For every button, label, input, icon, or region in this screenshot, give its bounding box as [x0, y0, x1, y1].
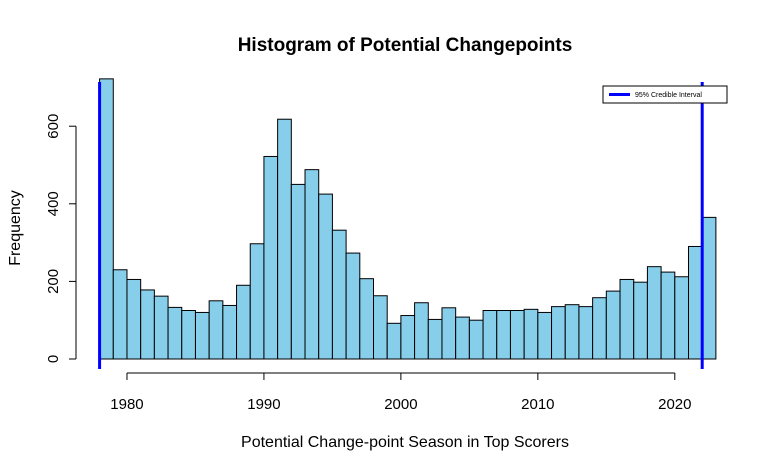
histogram-bar — [167, 306, 183, 360]
histogram-bar — [633, 281, 648, 360]
legend: 95% Credible Interval — [602, 85, 728, 104]
x-axis: 1980 1990 2000 2010 2020 — [110, 372, 691, 413]
x-tick-label: 2020 — [658, 396, 691, 413]
histogram-bar — [592, 297, 607, 360]
histogram-bar — [236, 284, 251, 360]
histogram-bar — [290, 183, 306, 360]
histogram-bar — [400, 315, 416, 360]
histogram-bar — [523, 308, 539, 360]
histogram-bar — [701, 216, 717, 360]
y-axis-label: Frequency — [7, 190, 24, 266]
histogram-bar — [468, 319, 484, 360]
x-tick-label: 2000 — [384, 396, 417, 413]
histogram-bar — [619, 278, 635, 360]
y-tick-label: 400 — [45, 191, 62, 216]
histogram-bar — [304, 169, 320, 360]
histogram-bar — [181, 310, 196, 360]
histogram-bar — [674, 276, 689, 360]
y-tick-label: 0 — [45, 355, 62, 363]
histogram-bar — [605, 290, 621, 360]
histogram-bar — [318, 193, 333, 360]
histogram-bar — [441, 307, 457, 360]
histogram-bar — [564, 304, 580, 360]
histogram-bar — [359, 278, 375, 360]
credible-interval-lines — [98, 82, 704, 369]
histogram-bar — [551, 306, 566, 360]
y-tick-label: 200 — [45, 269, 62, 294]
histogram-bar — [112, 269, 128, 360]
histogram-bar — [427, 318, 443, 360]
histogram-bar — [194, 311, 210, 360]
histogram-bar — [99, 78, 114, 360]
histogram-bar — [249, 243, 265, 360]
histogram-bar — [277, 118, 292, 360]
x-tick-label: 1980 — [110, 396, 143, 413]
histogram-bar — [222, 304, 238, 360]
histogram-bar — [386, 322, 402, 360]
histogram-bar — [126, 278, 142, 360]
x-axis-label: Potential Change-point Season in Top Sco… — [241, 434, 569, 451]
legend-box — [602, 85, 728, 104]
y-tick-label: 600 — [45, 114, 62, 139]
histogram-bar — [578, 306, 594, 360]
histogram-bar — [496, 310, 511, 360]
histogram-bars — [99, 78, 717, 360]
histogram-bar — [373, 295, 388, 360]
histogram-bar — [509, 310, 525, 360]
chart-title: Histogram of Potential Changepoints — [238, 35, 573, 56]
y-axis: 0 200 400 600 — [45, 114, 77, 363]
histogram-bar — [345, 252, 361, 360]
histogram-bar — [660, 271, 676, 360]
histogram-bar — [153, 295, 169, 360]
histogram-bar — [331, 229, 347, 360]
histogram-bar — [140, 289, 155, 360]
histogram-bar — [482, 310, 498, 360]
histogram-bar — [537, 311, 553, 360]
legend-label: 95% Credible Interval — [635, 92, 702, 99]
histogram-bar — [688, 245, 703, 360]
histogram-bar — [646, 266, 662, 360]
histogram-bar — [414, 302, 429, 360]
x-tick-label: 2010 — [521, 396, 554, 413]
histogram-bar — [208, 300, 224, 360]
histogram-bar — [263, 155, 279, 360]
histogram-bar — [455, 316, 470, 360]
x-tick-label: 1990 — [247, 396, 280, 413]
